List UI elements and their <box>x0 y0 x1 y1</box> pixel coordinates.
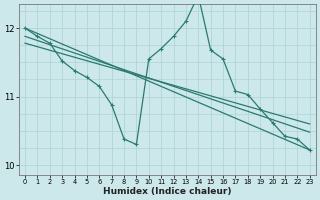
X-axis label: Humidex (Indice chaleur): Humidex (Indice chaleur) <box>103 187 232 196</box>
